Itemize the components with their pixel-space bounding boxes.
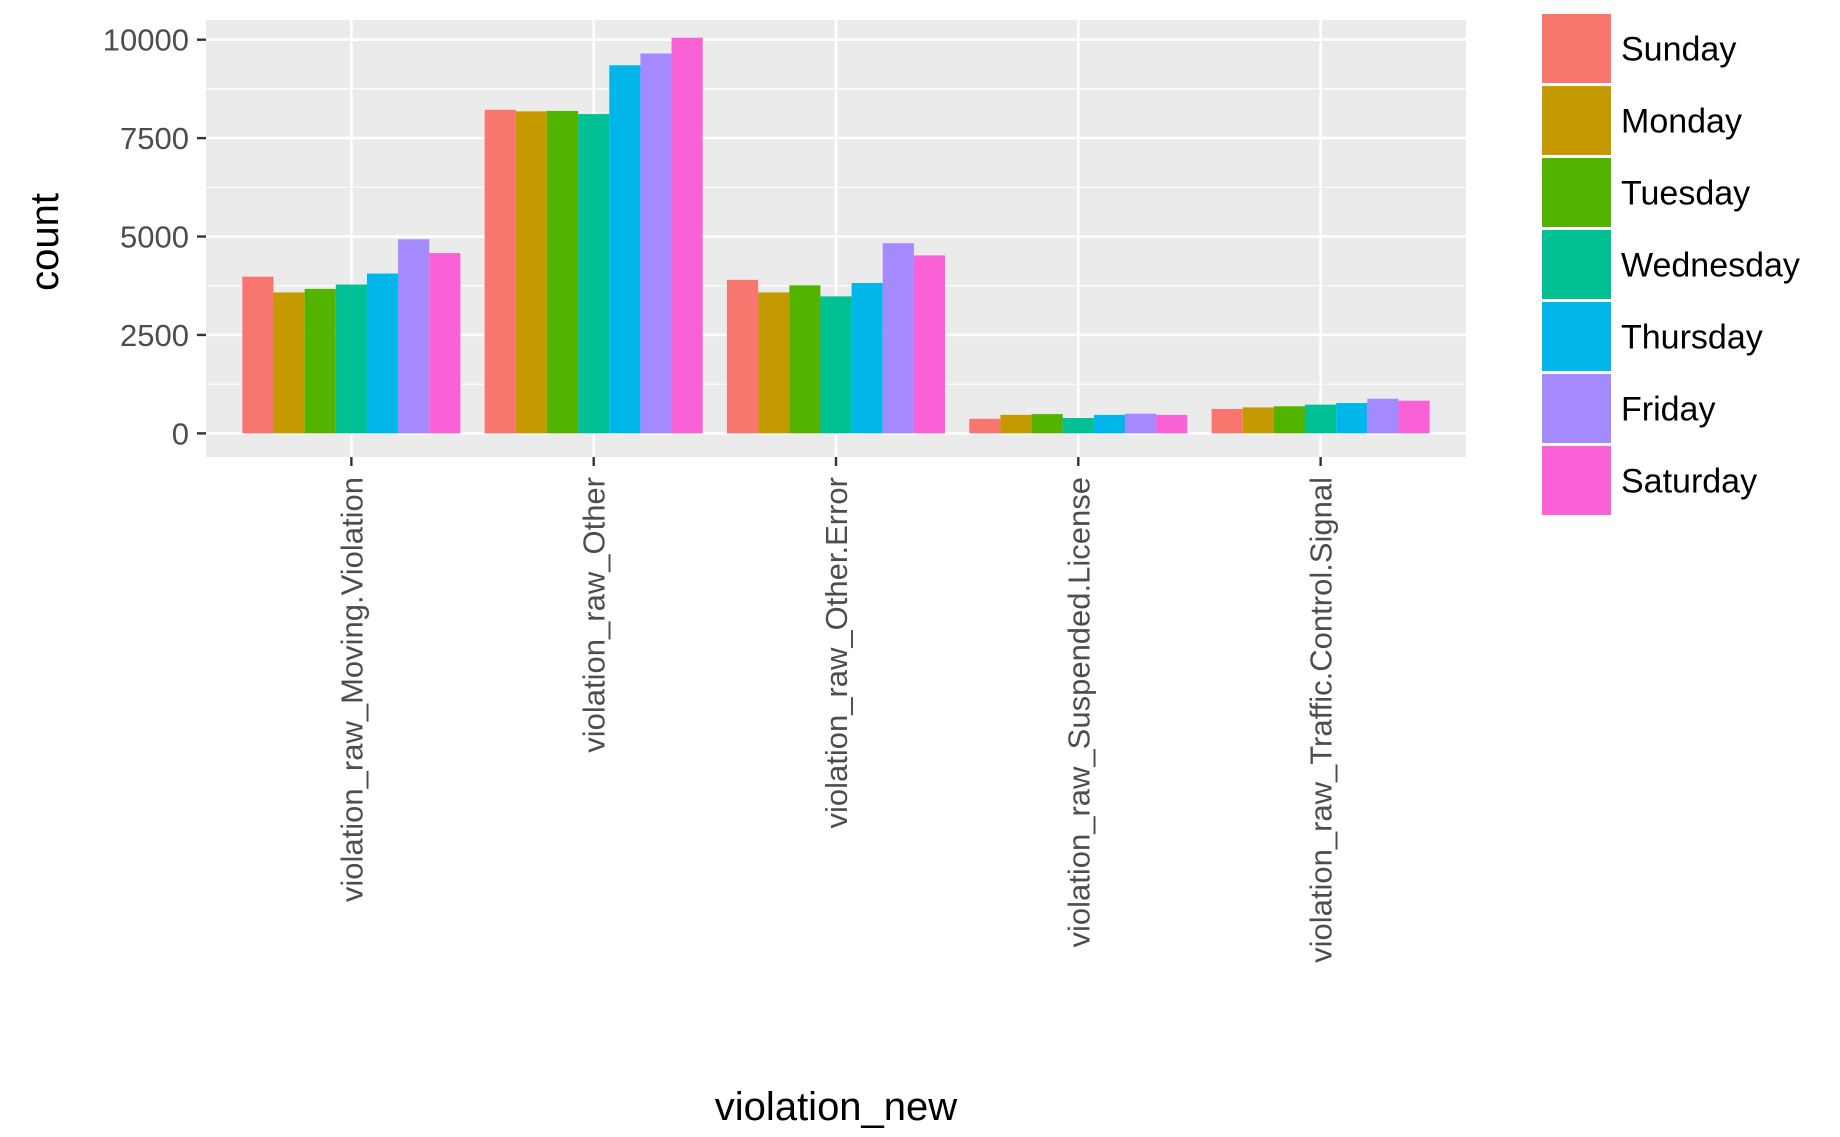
bar — [851, 282, 883, 434]
bar — [1305, 404, 1337, 434]
bar — [671, 37, 703, 434]
legend: Sunday Monday Tuesday Wednesday Thursday Frid… — [1542, 14, 1800, 515]
bar — [1273, 406, 1306, 434]
bar — [1062, 418, 1094, 434]
bar — [609, 65, 641, 434]
bar — [726, 279, 759, 434]
x-axis: violation_raw_Moving.Violation violation_… — [334, 457, 1339, 963]
legend-label: Wednesday — [1621, 247, 1800, 285]
x-tick-label: violation_raw_Suspended.License — [1061, 477, 1096, 948]
bar — [913, 255, 946, 434]
legend-key — [1542, 158, 1611, 227]
legend-label: Sunday — [1621, 31, 1736, 69]
legend-label: Thursday — [1621, 319, 1763, 357]
bar — [789, 285, 821, 434]
x-tick-label: violation_raw_Other — [577, 477, 612, 753]
bar — [242, 276, 274, 434]
bar — [484, 109, 516, 434]
bar — [640, 53, 672, 434]
legend-key — [1542, 230, 1611, 299]
bar — [758, 292, 790, 434]
legend-label: Monday — [1621, 103, 1742, 141]
bar — [882, 243, 914, 434]
legend-label: Saturday — [1621, 463, 1757, 501]
bar — [429, 253, 461, 434]
x-tick-label: violation_raw_Other.Error — [819, 477, 854, 829]
legend-label: Tuesday — [1621, 175, 1750, 213]
legend-label: Friday — [1621, 391, 1715, 429]
x-tick-label: violation_raw_Traffic.Control.Signal — [1304, 477, 1339, 963]
bar — [546, 110, 579, 434]
bar — [1000, 414, 1032, 434]
bar — [1125, 413, 1157, 434]
bar — [1336, 403, 1368, 434]
bar — [1367, 398, 1399, 434]
legend-key — [1542, 14, 1611, 83]
bar — [1242, 407, 1274, 434]
y-tick-label: 5000 — [120, 220, 189, 255]
bar — [1093, 414, 1126, 434]
y-axis: 0 2500 5000 7500 10000 — [103, 23, 206, 451]
bar — [335, 284, 367, 434]
legend-key — [1542, 446, 1611, 515]
bar — [969, 418, 1001, 434]
y-axis-title: count — [23, 193, 67, 291]
bars — [242, 37, 1430, 434]
bar — [366, 273, 399, 434]
x-axis-title: violation_new — [715, 1085, 957, 1129]
bar — [1211, 408, 1243, 434]
legend-key — [1542, 86, 1611, 155]
bar — [1156, 414, 1188, 434]
bar — [1398, 400, 1430, 434]
bar — [398, 239, 430, 434]
y-tick-label: 7500 — [120, 121, 189, 156]
bar — [1031, 414, 1063, 434]
legend-key — [1542, 374, 1611, 443]
bar — [820, 296, 852, 434]
legend-key — [1542, 302, 1611, 371]
y-tick-label: 0 — [172, 416, 189, 451]
bar — [304, 288, 336, 434]
x-tick-label: violation_raw_Moving.Violation — [334, 477, 369, 902]
bar — [515, 111, 547, 434]
bar — [273, 292, 305, 434]
bar — [578, 114, 610, 434]
y-tick-label: 10000 — [103, 23, 189, 58]
y-tick-label: 2500 — [120, 318, 189, 353]
